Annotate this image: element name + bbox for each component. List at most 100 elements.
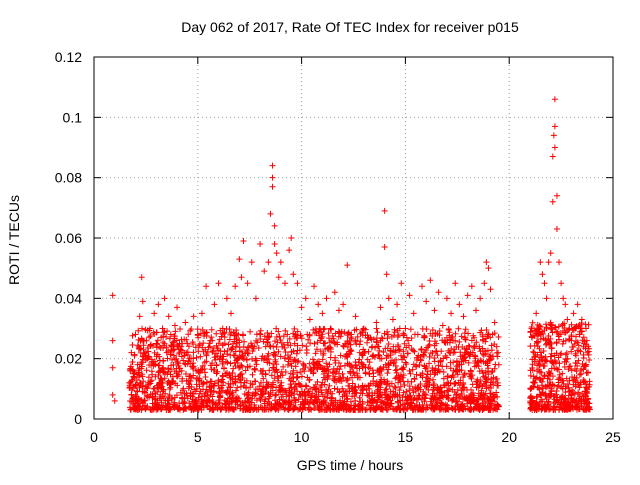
background-point xyxy=(451,349,458,356)
data-point xyxy=(389,316,396,323)
background-point xyxy=(215,397,222,404)
background-point xyxy=(288,348,295,355)
background-point xyxy=(464,396,471,403)
background-point xyxy=(396,346,403,353)
background-point xyxy=(266,367,273,374)
background-point xyxy=(365,382,372,389)
background-point xyxy=(488,369,495,376)
background-point xyxy=(534,393,541,400)
data-point xyxy=(275,274,282,281)
background-point xyxy=(451,346,458,353)
background-point xyxy=(226,336,233,343)
background-point xyxy=(288,377,295,384)
background-point xyxy=(390,348,397,355)
background-point xyxy=(478,367,485,374)
background-point xyxy=(328,346,335,353)
background-point xyxy=(444,387,451,394)
background-point xyxy=(271,360,278,367)
background-point xyxy=(458,361,465,368)
data-point xyxy=(294,280,301,287)
background-point xyxy=(252,386,259,393)
background-point xyxy=(251,405,258,412)
background-point xyxy=(478,327,485,334)
background-point xyxy=(571,340,578,347)
data-point xyxy=(489,331,496,338)
background-point xyxy=(423,326,430,333)
background-point xyxy=(129,385,136,392)
background-point xyxy=(371,406,378,413)
background-point xyxy=(301,362,308,369)
background-point xyxy=(312,404,319,411)
background-point xyxy=(399,366,406,373)
background-point xyxy=(279,386,286,393)
background-point xyxy=(323,401,330,408)
background-point xyxy=(391,329,398,336)
background-point xyxy=(458,367,465,374)
data-point xyxy=(319,310,326,317)
background-point xyxy=(426,360,433,367)
background-point xyxy=(343,396,350,403)
data-point xyxy=(549,198,556,205)
background-point xyxy=(354,333,361,340)
background-point xyxy=(328,326,335,333)
background-point xyxy=(163,344,170,351)
background-point xyxy=(238,362,245,369)
background-point xyxy=(541,362,548,369)
background-point xyxy=(461,330,468,337)
background-point xyxy=(138,360,145,367)
background-point xyxy=(127,363,134,370)
data-point xyxy=(414,331,421,338)
background-point xyxy=(306,360,313,367)
background-point xyxy=(258,391,265,398)
background-point xyxy=(262,370,269,377)
background-point xyxy=(199,344,206,351)
data-point xyxy=(570,310,577,317)
background-point xyxy=(539,390,546,397)
background-point xyxy=(325,366,332,373)
background-point xyxy=(531,358,538,365)
background-point xyxy=(440,375,447,382)
background-point xyxy=(319,391,326,398)
background-point xyxy=(141,397,148,404)
background-point xyxy=(148,377,155,384)
background-point xyxy=(537,349,544,356)
background-point xyxy=(327,388,334,395)
background-point xyxy=(431,387,438,394)
background-point xyxy=(239,331,246,338)
background-point xyxy=(390,360,397,367)
background-point xyxy=(378,391,385,398)
background-point xyxy=(568,367,575,374)
data-point xyxy=(311,283,318,290)
background-point xyxy=(469,372,476,379)
background-point xyxy=(228,398,235,405)
background-point xyxy=(490,353,497,360)
background-point xyxy=(242,367,249,374)
data-point xyxy=(315,301,322,308)
background-point xyxy=(164,355,171,362)
background-point xyxy=(555,376,562,383)
background-point xyxy=(349,374,356,381)
background-point xyxy=(282,387,289,394)
data-point xyxy=(373,319,380,326)
background-point xyxy=(332,357,339,364)
background-point xyxy=(155,372,162,379)
data-point xyxy=(134,361,141,368)
background-point xyxy=(548,321,555,328)
background-point xyxy=(147,332,154,339)
background-point xyxy=(156,362,163,369)
background-point xyxy=(556,360,563,367)
background-point xyxy=(303,343,310,350)
background-point xyxy=(576,393,583,400)
background-point xyxy=(200,348,207,355)
data-point xyxy=(238,274,245,281)
background-point xyxy=(337,352,344,359)
background-point xyxy=(208,366,215,373)
background-point xyxy=(385,353,392,360)
background-point xyxy=(430,382,437,389)
data-point xyxy=(186,355,193,362)
background-point xyxy=(537,335,544,342)
data-point xyxy=(574,301,581,308)
background-point xyxy=(581,378,588,385)
background-point xyxy=(568,374,575,381)
